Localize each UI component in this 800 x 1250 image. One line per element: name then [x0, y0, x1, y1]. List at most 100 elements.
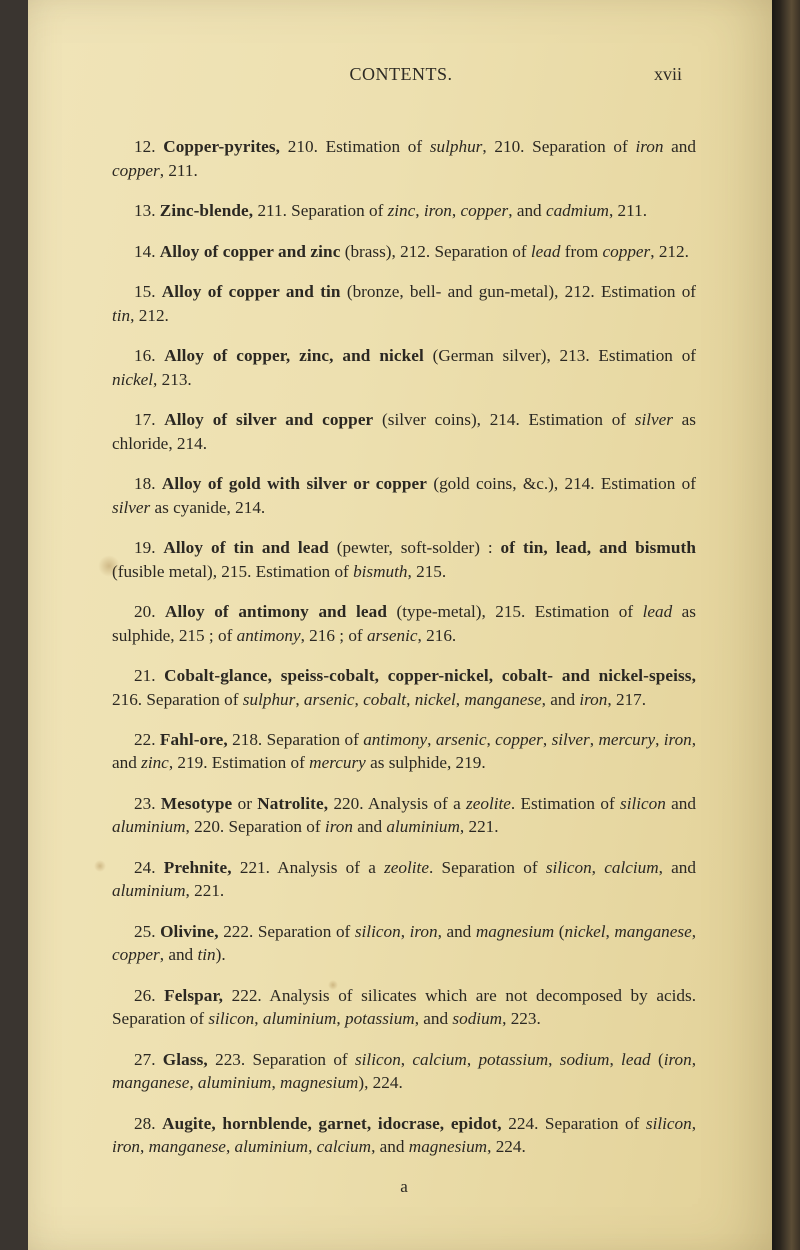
term: iron: [664, 730, 692, 749]
t: , 221.: [460, 817, 499, 836]
entry-num: 19.: [134, 538, 155, 557]
t: ,: [355, 690, 364, 709]
t: 211. Separation of: [253, 201, 387, 220]
t: ,: [692, 1114, 696, 1133]
t: ,: [140, 1137, 149, 1156]
entry-num: 15.: [134, 282, 155, 301]
entry-num: 25.: [134, 922, 155, 941]
t: ,: [543, 730, 552, 749]
t: ,: [609, 1050, 621, 1069]
term: tin: [197, 945, 215, 964]
entry-17: 17. Alloy of silver and copper (silver c…: [112, 408, 696, 455]
term: potassium: [478, 1050, 548, 1069]
t: (brass), 212. Separation of: [340, 242, 530, 261]
term: antimony: [363, 730, 427, 749]
t: (: [651, 1050, 664, 1069]
t: ,: [548, 1050, 560, 1069]
term: lead: [621, 1050, 651, 1069]
entry-18: 18. Alloy of gold with silver or copper …: [112, 472, 696, 519]
entry-title: Alloy of copper and zinc: [160, 242, 341, 261]
t: 210. Estimation of: [280, 137, 430, 156]
term: aluminium: [112, 881, 186, 900]
term: sodium: [560, 1050, 610, 1069]
t: ,: [401, 1050, 413, 1069]
t: or: [232, 794, 257, 813]
t: as cyanide, 214.: [150, 498, 265, 517]
entry-title: Alloy of copper and tin: [162, 282, 341, 301]
entry-title: Alloy of silver and copper: [164, 410, 373, 429]
term: nickel: [564, 922, 605, 941]
t: , 213.: [153, 370, 192, 389]
term: manganese: [614, 922, 691, 941]
term: aluminium: [263, 1009, 337, 1028]
entry-num: 20.: [134, 602, 155, 621]
term: silicon: [646, 1114, 692, 1133]
term: bismuth: [353, 562, 407, 581]
t: and: [353, 817, 386, 836]
entry-title: Alloy of antimony and lead: [165, 602, 387, 621]
term: copper: [603, 242, 651, 261]
entry-25: 25. Olivine, 222. Separation of silicon,…: [112, 920, 696, 967]
entry-title: Fahl-ore,: [160, 730, 228, 749]
t: (type-metal), 215. Estimation of: [387, 602, 643, 621]
entry-title: Alloy of gold with silver or copper: [162, 474, 427, 493]
entry-num: 21.: [134, 666, 155, 685]
entry-title: Zinc-blende,: [160, 201, 253, 220]
entry-num: 24.: [134, 858, 155, 877]
page-number: xvii: [654, 64, 682, 85]
t: , 215.: [408, 562, 447, 581]
entry-23: 23. Mesotype or Natrolite, 220. Analysis…: [112, 792, 696, 839]
t: 222. Separation of: [219, 922, 355, 941]
entry-title: Glass,: [163, 1050, 208, 1069]
term: zeolite: [466, 794, 511, 813]
t: ,: [692, 1050, 696, 1069]
t: , 223.: [502, 1009, 541, 1028]
t: , 217.: [607, 690, 646, 709]
entry-26: 26. Felspar, 222. Analysis of silicates …: [112, 984, 696, 1031]
t: , 210. Separation of: [482, 137, 635, 156]
t: ,: [189, 1073, 198, 1092]
entry-num: 27.: [134, 1050, 155, 1069]
entry-title: Mesotype: [161, 794, 232, 813]
term: arsenic: [436, 730, 487, 749]
term: sodium: [452, 1009, 502, 1028]
term: aluminium: [112, 817, 186, 836]
entry-num: 26.: [134, 986, 155, 1005]
term: silver: [635, 410, 673, 429]
term: iron: [424, 201, 452, 220]
t: 218. Separation of: [228, 730, 363, 749]
t: , 224.: [487, 1137, 526, 1156]
term: copper: [112, 945, 160, 964]
t: and: [663, 137, 696, 156]
contents-body: 12. Copper-pyrites, 210. Estimation of s…: [112, 118, 696, 1198]
t: ,: [254, 1009, 263, 1028]
t: . Estimation of: [511, 794, 620, 813]
t: and: [666, 794, 696, 813]
term: arsenic: [304, 690, 355, 709]
term: iron: [410, 922, 438, 941]
t: (fusible metal), 215. Estimation of: [112, 562, 353, 581]
t: ,: [467, 1050, 479, 1069]
t: , 211.: [609, 201, 647, 220]
term: manganese: [149, 1137, 226, 1156]
term: calcium: [412, 1050, 466, 1069]
entry-27: 27. Glass, 223. Separation of silicon, c…: [112, 1048, 696, 1095]
t: ,: [692, 922, 696, 941]
t: 220. Analysis of a: [328, 794, 466, 813]
term: copper: [112, 161, 160, 180]
entry-12: 12. Copper-pyrites, 210. Estimation of s…: [112, 135, 696, 182]
t: , and: [371, 1137, 409, 1156]
t: (: [554, 922, 564, 941]
entry-title: Cobalt-glance, speiss-cobalt, copper-nic…: [164, 666, 696, 685]
term: silicon: [355, 1050, 401, 1069]
entry-title: Copper-pyrites,: [163, 137, 280, 156]
term: man­ganese: [464, 690, 541, 709]
term: copper: [460, 201, 508, 220]
entry-21: 21. Cobalt-glance, speiss-cobalt, copper…: [112, 664, 696, 711]
term: iron: [664, 1050, 692, 1069]
t: , 211.: [160, 161, 198, 180]
term: copper: [495, 730, 543, 749]
term: manganese: [112, 1073, 189, 1092]
term: lead: [643, 602, 673, 621]
term: cadmium: [546, 201, 609, 220]
